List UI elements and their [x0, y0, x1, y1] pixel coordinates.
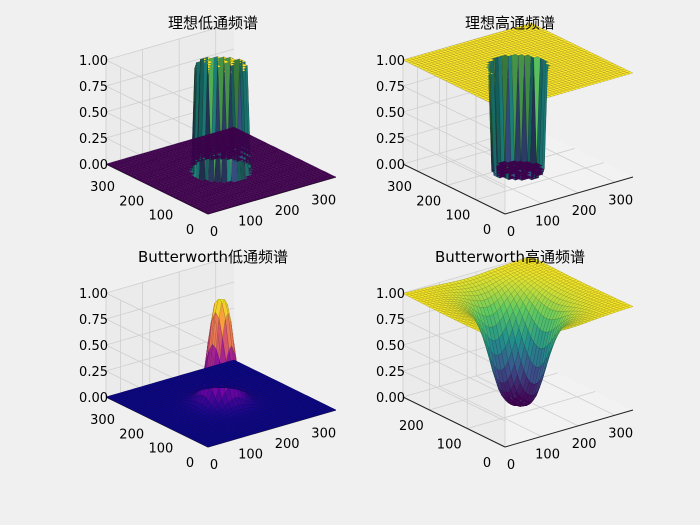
subplot-butterworth-lowpass: 0 100 200 300 0 100 200 300 0.00 0.25 0.50 0.75 1.00… [79, 248, 337, 473]
subplot-title: Butterworth低通频谱 [138, 248, 288, 266]
surface-cell [158, 147, 167, 151]
z-tick-label: 0.25 [79, 365, 108, 380]
surface-cell [109, 161, 117, 165]
z-tick-label: 0.75 [79, 80, 108, 95]
x-tick-label: 100 [535, 214, 560, 229]
z-tick-label: 0.25 [376, 132, 405, 147]
subplot-ideal-highpass: 0 100 200 300 0 100 200 300 0.00 0.25 0.50 0.75 1.00… [376, 14, 634, 240]
surface-cell [222, 128, 231, 132]
z-tick-label: 0.00 [79, 158, 108, 173]
x-tick-label: 200 [275, 204, 300, 219]
surface-cell [151, 149, 160, 153]
surface-cell [523, 23, 531, 27]
x-tick-label: 300 [311, 426, 336, 441]
surface-cell [194, 137, 202, 140]
z-tick-label: 1.00 [376, 54, 405, 69]
z-tick-label: 0.00 [79, 391, 108, 406]
z-tick-label: 1.00 [79, 287, 108, 302]
surface-cell [219, 129, 227, 133]
x-tick-label: 300 [311, 193, 336, 208]
y-tick-label: 0 [483, 223, 491, 238]
surface-cell [190, 138, 199, 141]
surface-cell [229, 126, 238, 130]
surface-cell [133, 154, 142, 158]
y-tick-label: 0 [186, 456, 194, 471]
z-tick-label: 0.25 [79, 132, 108, 147]
surface-cell [165, 145, 174, 149]
y-tick-label: 200 [416, 194, 441, 209]
x-tick-label: 0 [210, 458, 218, 473]
y-tick-label: 200 [119, 427, 144, 442]
surface-cell [169, 144, 177, 148]
z-tick-label: 0.75 [376, 80, 405, 95]
x-tick-label: 100 [238, 214, 263, 229]
surface-cell [126, 156, 135, 160]
surface-cell [105, 162, 113, 166]
surface [402, 22, 634, 181]
y-tick-label: 0 [186, 223, 194, 238]
y-tick-label: 100 [148, 442, 173, 457]
surface-cell [526, 22, 535, 26]
z-tick-label: 0.50 [79, 339, 108, 354]
z-tick-label: 0.00 [376, 158, 405, 173]
surface-cell [173, 143, 181, 147]
z-tick-label: 0.50 [79, 106, 108, 121]
subplot-title: 理想低通频谱 [168, 14, 258, 32]
y-tick-label: 200 [119, 194, 144, 209]
z-tick-label: 0.75 [79, 313, 108, 328]
z-tick-label: 0.50 [376, 106, 405, 121]
z-tick-label: 1.00 [79, 54, 108, 69]
y-tick-label: 100 [445, 209, 470, 224]
y-tick-label: 300 [90, 413, 115, 428]
subplot-title: 理想高通频谱 [465, 14, 555, 32]
surface [105, 56, 337, 215]
surface-cell [130, 155, 138, 159]
y-tick-label: 300 [387, 180, 412, 195]
subplot-ideal-lowpass: 0 100 200 300 0 100 200 300 0.00 0.25 0.50 0.75 1.00… [79, 14, 337, 240]
subplot-butterworth-highpass: 010020030001002000.000.250.500.751.00But… [376, 248, 634, 473]
y-tick-label: 100 [148, 209, 173, 224]
x-tick-label: 0 [210, 225, 218, 240]
surface-cell [215, 130, 224, 134]
surface-cell [197, 136, 206, 139]
surface-cell [155, 148, 163, 152]
x-tick-label: 200 [275, 437, 300, 452]
y-tick-label: 300 [90, 180, 115, 195]
x-tick-label: 0 [507, 225, 515, 240]
x-tick-label: 300 [608, 193, 633, 208]
tick-labels: 0 100 200 300 0 100 200 300 0.00 0.25 0.50 0.75 1.00 [79, 54, 336, 240]
x-tick-label: 200 [572, 204, 597, 219]
x-tick-label: 100 [238, 447, 263, 462]
